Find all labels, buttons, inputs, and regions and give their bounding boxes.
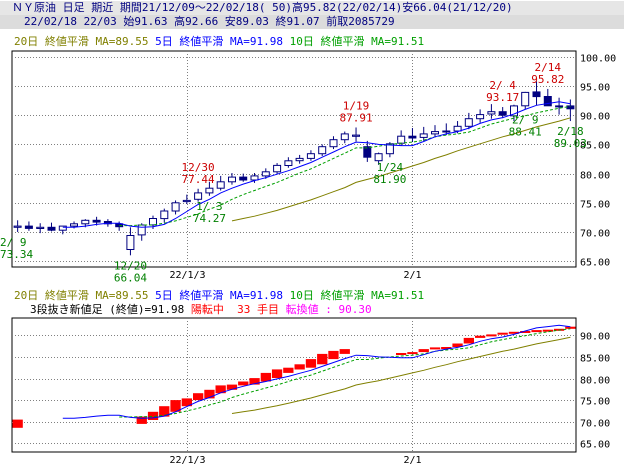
candle-body xyxy=(567,106,574,109)
candle-body xyxy=(398,136,405,143)
candle-body xyxy=(274,165,281,171)
newprice-bar xyxy=(13,420,23,428)
top-panel-ytick-label: 90.00 xyxy=(580,112,610,123)
bottom-panel-ytick-label: 80.00 xyxy=(580,376,610,387)
candle-body xyxy=(138,225,145,235)
candle-body xyxy=(217,182,224,188)
candle-body xyxy=(544,97,551,106)
candle-body xyxy=(59,226,66,230)
bottom-panel-xtick-label: 2/1 xyxy=(403,455,421,466)
candle-body xyxy=(477,115,484,119)
newprice-bar xyxy=(498,333,508,335)
candle-body xyxy=(172,203,179,211)
candle-body xyxy=(14,226,21,227)
candle-body xyxy=(533,92,540,97)
candle-body xyxy=(161,211,168,219)
candle-body xyxy=(229,177,236,182)
bottom-panel-xtick-label: 22/1/3 xyxy=(169,455,205,466)
candle-body xyxy=(48,227,55,230)
candle-body xyxy=(93,220,100,222)
bottom-panel-ytick-label: 90.00 xyxy=(580,332,610,343)
annotation-value: 87.91 xyxy=(339,111,372,124)
newprice-bar xyxy=(531,330,541,332)
candle-body xyxy=(37,227,44,228)
candle-body xyxy=(432,132,439,134)
newprice-bar xyxy=(272,369,282,378)
candle-body xyxy=(25,226,32,228)
candle-body xyxy=(409,136,416,138)
newprice-bar xyxy=(486,334,496,336)
bottom-panel-ytick-label: 75.00 xyxy=(580,397,610,408)
candle-body xyxy=(443,131,450,132)
candle-body xyxy=(341,134,348,140)
newprice-bar xyxy=(464,338,474,344)
candle-body xyxy=(319,147,326,154)
candle-body xyxy=(420,134,427,138)
candle-body xyxy=(71,224,78,226)
annotation-value: 73.34 xyxy=(0,248,33,261)
annotation-value: 77.44 xyxy=(182,173,215,186)
newprice-bar xyxy=(396,353,406,355)
newprice-bar xyxy=(419,349,429,352)
top-panel-ytick-label: 65.00 xyxy=(580,258,610,269)
newprice-bar xyxy=(238,382,248,386)
candle-body xyxy=(465,119,472,127)
candle-body xyxy=(251,176,258,180)
bottom-panel-ytick-label: 65.00 xyxy=(580,440,610,451)
newprice-bar xyxy=(475,336,485,338)
newprice-bar xyxy=(283,368,293,373)
candle-body xyxy=(296,158,303,160)
newprice-bar xyxy=(317,354,327,364)
annotation-value: 66.04 xyxy=(114,271,147,284)
bottom-panel-ytick-label: 70.00 xyxy=(580,419,610,430)
bottom-panel-ytick-label: 85.00 xyxy=(580,354,610,365)
candle-body xyxy=(240,177,247,180)
candle-body xyxy=(127,236,134,250)
candle-body xyxy=(183,200,190,201)
candle-body xyxy=(353,135,360,136)
annotation-value: 89.03 xyxy=(554,137,587,150)
newprice-bar xyxy=(295,364,305,369)
top-panel-ytick-label: 75.00 xyxy=(580,200,610,211)
top-panel-xtick-label: 22/1/3 xyxy=(169,270,205,281)
candle-body xyxy=(454,126,461,131)
candle-body xyxy=(285,161,292,166)
newprice-bar xyxy=(430,347,440,349)
candle-body xyxy=(499,112,506,116)
candle-body xyxy=(206,188,213,193)
annotation-value: 88.41 xyxy=(509,125,542,138)
annotation-value: 81.90 xyxy=(373,173,406,186)
newprice-bar xyxy=(306,359,316,368)
annotation-value: 74.27 xyxy=(193,212,226,225)
candle-body xyxy=(82,220,89,224)
newprice-bar xyxy=(340,349,350,354)
bottom-panel-frame xyxy=(12,318,576,452)
candle-body xyxy=(307,154,314,159)
candle-body xyxy=(375,154,382,161)
annotation-value: 93.17 xyxy=(486,91,519,104)
candle-body xyxy=(150,219,157,225)
candle-body xyxy=(330,140,337,147)
newprice-bar xyxy=(193,393,203,400)
annotation-value: 95.82 xyxy=(531,73,564,86)
top-panel-ytick-label: 70.00 xyxy=(580,229,610,240)
top-panel-ytick-label: 95.00 xyxy=(580,83,610,94)
candle-body xyxy=(195,193,202,199)
newprice-bar xyxy=(407,352,417,354)
newprice-bar xyxy=(328,351,338,359)
candle-body xyxy=(556,106,563,107)
candle-body xyxy=(488,112,495,114)
top-panel-xtick-label: 2/1 xyxy=(403,270,421,281)
candle-body xyxy=(522,92,529,105)
top-panel-ytick-label: 100.00 xyxy=(580,54,616,65)
top-panel-ytick-label: 80.00 xyxy=(580,171,610,182)
candle-body xyxy=(262,172,269,176)
